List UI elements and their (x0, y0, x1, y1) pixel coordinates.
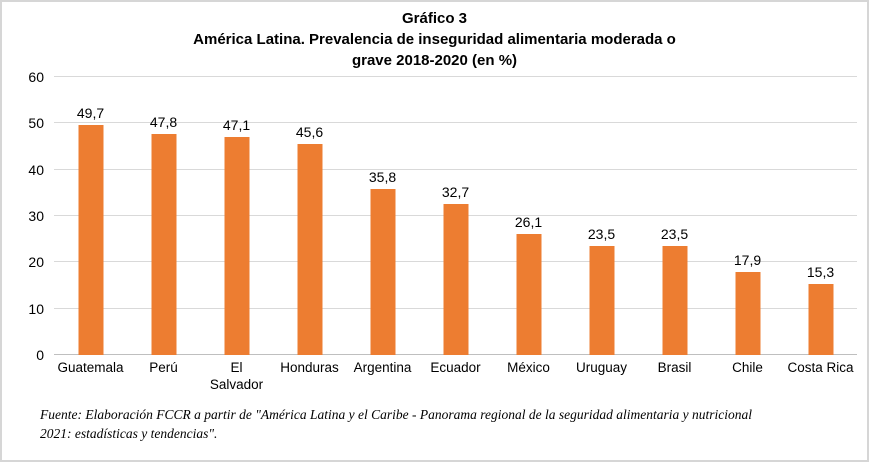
bar-value-label-Brasil: 23,5 (660, 226, 689, 243)
x-axis-category-label-Costa Rica: Costa Rica (787, 360, 854, 375)
bar-El Salvador (224, 136, 249, 355)
bar-value-label-México: 26,1 (514, 214, 543, 231)
x-axis-category-label-El Salvador: El Salvador (209, 360, 264, 392)
source-note-line-1: Fuente: Elaboración FCCR a partir de "Am… (40, 407, 752, 422)
bar-value-label-Guatemala: 49,7 (76, 104, 105, 121)
bar-value-label-El Salvador: 47,1 (222, 116, 251, 133)
bar-slot-Honduras: 45,6 (273, 77, 346, 355)
x-axis-category-label-Uruguay: Uruguay (575, 360, 628, 375)
bar-Ecuador (443, 203, 468, 355)
bar-Brasil (662, 246, 687, 355)
bar-slot-El Salvador: 47,1 (200, 77, 273, 355)
x-axis-category-label-Guatemala: Guatemala (57, 360, 124, 375)
bar-Honduras (297, 143, 322, 355)
y-axis-tick-label-0: 0 (36, 347, 44, 363)
bar-Perú (151, 133, 176, 355)
bar-slot-Guatemala: 49,7 (54, 77, 127, 355)
y-axis-tick-label-60: 60 (28, 69, 44, 85)
bar-slot-México: 26,1 (492, 77, 565, 355)
bar-value-label-Costa Rica: 15,3 (806, 264, 835, 281)
bar-slot-Brasil: 23,5 (638, 77, 711, 355)
y-axis-tick-label-30: 30 (28, 208, 44, 224)
bar-México (516, 234, 541, 355)
y-axis-tick-label-20: 20 (28, 254, 44, 271)
gridline-40 (54, 168, 857, 170)
bar-Costa Rica (808, 284, 833, 355)
bar-Chile (735, 272, 760, 355)
bar-slot-Argentina: 35,8 (346, 77, 419, 355)
x-axis-category-label-Brasil: Brasil (657, 360, 692, 375)
source-note: Fuente: Elaboración FCCR a partir de "Am… (40, 405, 850, 443)
plot-area: 0 10 20 30 40 50 60 49,7 Guatemala 47,8 Perú 47,1 El… (28, 69, 857, 392)
chart-title-line-2: América Latina. Prevalencia de insegurid… (193, 31, 676, 48)
x-axis-category-label-Argentina: Argentina (353, 360, 412, 375)
bar-slot-Chile: 17,9 (711, 77, 784, 355)
bar-value-label-Uruguay: 23,5 (587, 226, 616, 243)
bar-Argentina (370, 189, 395, 355)
x-axis-category-label-México: México (507, 360, 550, 375)
bar-value-label-Ecuador: 32,7 (441, 183, 470, 200)
bar-value-label-Perú: 47,8 (149, 113, 178, 130)
chart-title-line-3: grave 2018-2020 (en %) (351, 52, 518, 69)
gridline-50 (54, 122, 857, 124)
bar-slot-Uruguay: 23,5 (565, 77, 638, 355)
bar-slot-Costa Rica: 15,3 (784, 77, 857, 355)
x-axis-category-label-Chile: Chile (732, 360, 763, 375)
chart-title-line-1: Gráfico 3 (401, 10, 468, 27)
y-axis-tick-label-40: 40 (28, 161, 44, 178)
y-axis-tick-label-10: 10 (28, 300, 44, 317)
bar-value-label-Argentina: 35,8 (368, 169, 397, 186)
chart-title: Gráfico 3 América Latina. Prevalencia de… (2, 8, 867, 71)
x-axis-category-label-Ecuador: Ecuador (430, 360, 481, 375)
source-note-line-2: 2021: estadísticas y tendencias". (40, 426, 218, 441)
y-axis-tick-label-50: 50 (28, 115, 44, 132)
bar-slot-Ecuador: 32,7 (419, 77, 492, 355)
bar-Guatemala (78, 124, 103, 355)
bar-value-label-Chile: 17,9 (733, 252, 762, 269)
x-axis-category-label-Honduras: Honduras (280, 360, 339, 375)
bar-slot-Perú: 47,8 (127, 77, 200, 355)
bar-Uruguay (589, 246, 614, 355)
bar-value-label-Honduras: 45,6 (295, 123, 324, 140)
x-axis-category-label-Perú: Perú (149, 360, 178, 375)
gridline-60 (54, 76, 857, 77)
